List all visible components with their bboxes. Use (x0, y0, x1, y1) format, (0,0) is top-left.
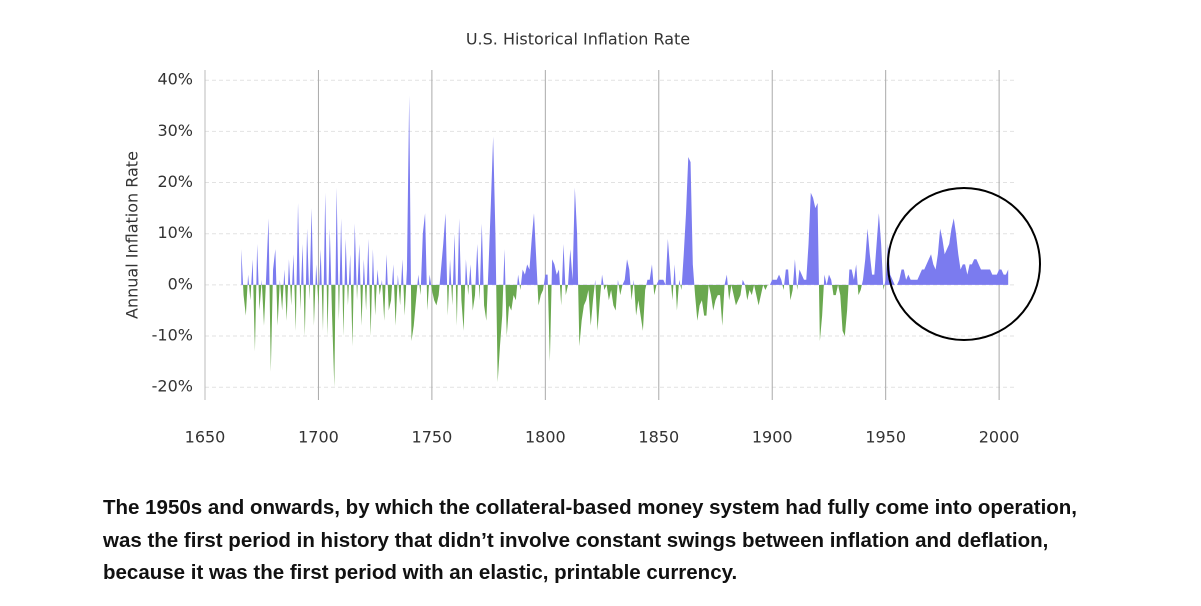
highlight-circle (887, 187, 1041, 341)
y-tick-label: -20% (152, 377, 193, 396)
y-tick-label: 10% (157, 223, 193, 242)
y-axis-label: Annual Inflation Rate (123, 151, 142, 319)
y-tick-label: 40% (157, 70, 193, 89)
x-tick-label: 1900 (752, 428, 793, 447)
x-tick-label: 1750 (412, 428, 453, 447)
x-tick-label: 1700 (298, 428, 339, 447)
x-tick-label: 1850 (638, 428, 679, 447)
x-tick-label: 2000 (979, 428, 1020, 447)
caption: The 1950s and onwards, by which the coll… (103, 496, 1078, 584)
y-tick-label: 0% (168, 274, 193, 293)
y-tick-label: 30% (157, 121, 193, 140)
y-tick-label: 20% (157, 172, 193, 191)
chart-title: U.S. Historical Inflation Rate (466, 30, 690, 49)
y-tick-label: -10% (152, 326, 193, 345)
x-tick-label: 1950 (865, 428, 906, 447)
inflation-area (241, 95, 1009, 388)
chart: U.S. Historical Inflation Rate Annual In… (123, 30, 1041, 447)
x-tick-label: 1650 (185, 428, 226, 447)
x-tick-label: 1800 (525, 428, 566, 447)
